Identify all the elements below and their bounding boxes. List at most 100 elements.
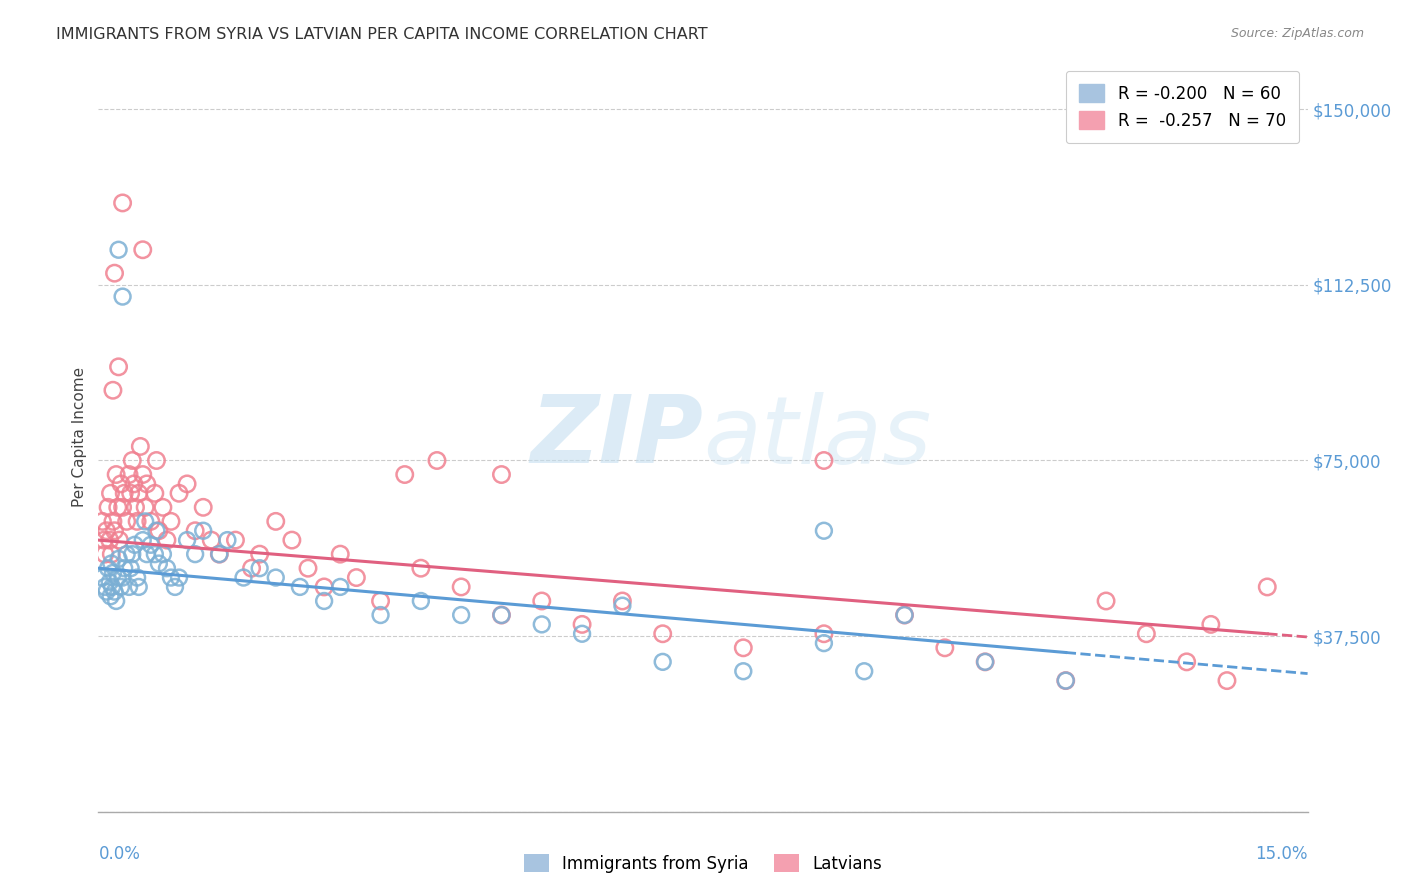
Point: [101, 384, 124, 398]
Point: [94, 580, 117, 594]
Point: [571, 617, 593, 632]
Point: [156, 561, 179, 575]
Point: [110, 580, 132, 594]
Point: [128, 486, 150, 500]
Point: [135, 476, 157, 491]
Point: [118, 467, 141, 482]
Point: [240, 561, 263, 575]
Point: [94, 547, 117, 561]
Point: [160, 514, 183, 528]
Point: [184, 547, 207, 561]
Point: [167, 486, 190, 500]
Point: [530, 617, 553, 632]
Point: [934, 640, 956, 655]
Point: [107, 571, 129, 585]
Point: [124, 538, 146, 552]
Point: [127, 571, 149, 585]
Point: [145, 524, 167, 538]
Point: [135, 547, 157, 561]
Point: [193, 524, 215, 538]
Point: [314, 580, 336, 594]
Point: [491, 608, 513, 623]
Point: [148, 524, 170, 538]
Point: [98, 533, 121, 547]
Point: [893, 608, 915, 623]
Point: [96, 524, 118, 538]
Text: 15.0%: 15.0%: [1256, 846, 1308, 863]
Text: 0.0%: 0.0%: [98, 846, 141, 863]
Point: [426, 453, 449, 467]
Point: [143, 486, 166, 500]
Point: [193, 500, 215, 515]
Point: [329, 580, 352, 594]
Point: [974, 655, 997, 669]
Point: [1054, 673, 1077, 688]
Point: [110, 476, 132, 491]
Point: [813, 524, 835, 538]
Point: [152, 547, 174, 561]
Point: [148, 557, 170, 571]
Point: [370, 594, 392, 608]
Point: [450, 580, 472, 594]
Point: [103, 266, 125, 280]
Text: atlas: atlas: [703, 392, 931, 483]
Point: [651, 655, 673, 669]
Point: [813, 626, 835, 640]
Point: [208, 547, 231, 561]
Point: [163, 580, 186, 594]
Point: [93, 533, 115, 547]
Point: [491, 608, 513, 623]
Point: [200, 533, 222, 547]
Point: [1135, 626, 1157, 640]
Point: [115, 547, 138, 561]
Point: [224, 533, 246, 547]
Point: [91, 571, 114, 585]
Point: [100, 486, 122, 500]
Point: [132, 467, 155, 482]
Point: [1054, 673, 1077, 688]
Point: [184, 524, 207, 538]
Point: [118, 580, 141, 594]
Point: [103, 584, 125, 599]
Point: [217, 533, 239, 547]
Point: [107, 500, 129, 515]
Point: [232, 571, 254, 585]
Point: [853, 664, 876, 679]
Text: ZIP: ZIP: [530, 391, 703, 483]
Point: [120, 486, 142, 500]
Text: IMMIGRANTS FROM SYRIA VS LATVIAN PER CAPITA INCOME CORRELATION CHART: IMMIGRANTS FROM SYRIA VS LATVIAN PER CAP…: [56, 27, 707, 42]
Point: [105, 467, 128, 482]
Text: Source: ZipAtlas.com: Source: ZipAtlas.com: [1230, 27, 1364, 40]
Point: [409, 561, 432, 575]
Point: [813, 453, 835, 467]
Point: [105, 594, 128, 608]
Point: [101, 514, 124, 528]
Point: [288, 580, 311, 594]
Point: [370, 608, 392, 623]
Point: [124, 500, 146, 515]
Point: [107, 551, 129, 566]
Point: [208, 547, 231, 561]
Point: [108, 533, 131, 547]
Point: [134, 514, 156, 528]
Point: [100, 590, 122, 604]
Point: [1216, 673, 1239, 688]
Point: [97, 561, 120, 575]
Point: [167, 571, 190, 585]
Point: [733, 640, 755, 655]
Point: [1199, 617, 1222, 632]
Legend: Immigrants from Syria, Latvians: Immigrants from Syria, Latvians: [517, 847, 889, 880]
Point: [394, 467, 416, 482]
Point: [120, 561, 142, 575]
Point: [145, 453, 167, 467]
Point: [111, 195, 134, 210]
Point: [96, 584, 118, 599]
Point: [329, 547, 352, 561]
Point: [103, 524, 125, 538]
Point: [264, 571, 287, 585]
Point: [101, 566, 124, 580]
Point: [409, 594, 432, 608]
Point: [152, 500, 174, 515]
Point: [97, 500, 120, 515]
Point: [156, 533, 179, 547]
